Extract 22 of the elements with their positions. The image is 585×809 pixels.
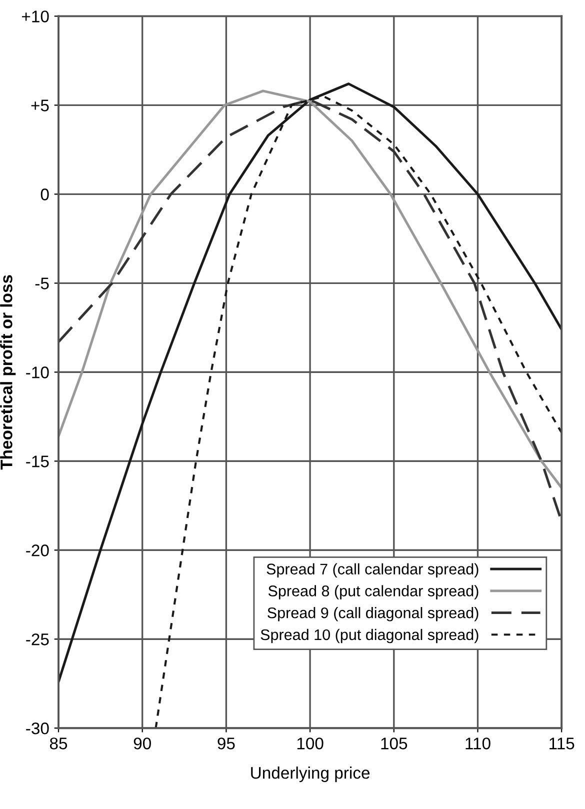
y-tick-label: 0 [40, 188, 49, 200]
y-tick-label: +5 [31, 100, 49, 112]
x-tick-label: 100 [297, 738, 324, 750]
y-axis-title: Theoretical profit or loss [0, 275, 16, 470]
legend-label: Spread 10 (put diagonal spread) [260, 628, 478, 644]
x-tick-label: 105 [381, 738, 408, 750]
legend-label: Spread 9 (call diagonal spread) [268, 607, 478, 622]
x-tick-label: 115 [550, 738, 574, 750]
x-tick-label: 90 [134, 738, 151, 750]
legend-label: Spread 8 (put calendar spread) [268, 585, 478, 600]
y-tick-label: -25 [26, 634, 49, 646]
legend-label: Spread 7 (call calendar spread) [266, 563, 478, 578]
y-tick-label: -15 [26, 456, 49, 468]
y-tick-label: -10 [26, 366, 49, 378]
y-tick-label: -5 [35, 278, 49, 290]
x-tick-label: 110 [466, 738, 490, 750]
y-tick-label: +10 [22, 10, 49, 22]
x-tick-label: 95 [218, 738, 235, 750]
y-tick-label: -20 [26, 544, 49, 556]
y-tick-label: -30 [26, 722, 49, 734]
x-axis-title: Underlying price [251, 766, 370, 782]
x-tick-label: 85 [50, 738, 68, 750]
